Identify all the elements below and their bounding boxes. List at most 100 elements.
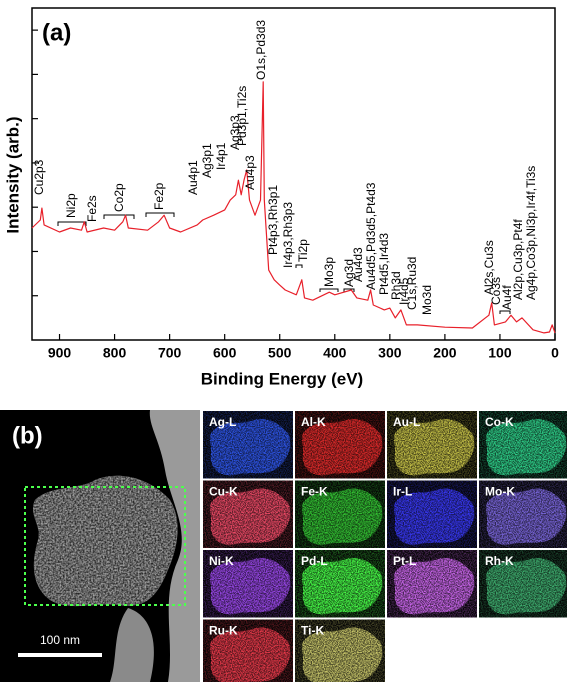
map-label: Mo-K — [485, 485, 515, 499]
peak-label: Co2p — [112, 183, 126, 212]
element-map: Ir-L — [387, 480, 477, 548]
bracket — [499, 310, 511, 314]
map-signal — [301, 418, 383, 476]
map-signal-glow — [301, 627, 383, 684]
map-label: Ni-K — [209, 554, 234, 568]
element-map: Al-K — [295, 411, 385, 479]
map-signal-glow — [209, 557, 291, 615]
peak-label: Pd3p1,Ti2s — [235, 86, 249, 146]
element-map: Cu-K — [203, 480, 293, 548]
map-signal-glow — [393, 488, 475, 545]
peak-label: Ni2p — [64, 193, 78, 218]
map-signal-glow — [485, 418, 567, 476]
particle-edge — [149, 410, 200, 682]
element-map: Pd-L — [295, 550, 385, 618]
element-map: Rh-K — [479, 550, 567, 618]
particle-tail — [110, 608, 154, 682]
peak-label: Cu2p3 — [32, 159, 46, 195]
map-signal-glow — [393, 418, 475, 476]
element-map: Au-L — [387, 411, 477, 479]
map-signal — [209, 557, 291, 615]
peak-label: O1s,Pd3d3 — [254, 20, 268, 80]
map-label: Ti-K — [301, 624, 324, 638]
map-label: Cu-K — [209, 485, 238, 499]
map-label: Ir-L — [393, 485, 412, 499]
map-signal — [209, 488, 291, 545]
peak-label: Mo3p — [322, 257, 336, 287]
map-label: Ru-K — [209, 624, 238, 638]
map-signal-glow — [393, 557, 475, 615]
map-signal — [301, 488, 383, 545]
panel-label: (a) — [42, 19, 71, 46]
peak-label: Ir4p1 — [214, 142, 228, 170]
map-signal — [485, 557, 567, 615]
x-tick-label: 0 — [551, 345, 559, 361]
x-tick-label: 900 — [48, 345, 72, 361]
map-label: Al-K — [301, 415, 326, 429]
bracket — [343, 288, 355, 292]
element-map: Co-K — [479, 411, 567, 479]
peak-label: Au4p1 — [186, 160, 200, 195]
peak-label: Al2s,Cu3s — [482, 240, 496, 295]
map-signal — [209, 627, 291, 684]
peak-label: Ag3d — [342, 259, 356, 287]
map-label: Pd-L — [301, 554, 328, 568]
peak-label: Ti2p — [296, 239, 310, 262]
x-tick-label: 100 — [488, 345, 512, 361]
x-tick-label: 300 — [378, 345, 402, 361]
x-axis-title: Binding Energy (eV) — [201, 369, 363, 388]
map-signal — [485, 488, 567, 545]
spectrum-line — [31, 81, 556, 334]
map-signal-glow — [209, 488, 291, 545]
element-map: Pt-L — [387, 550, 477, 618]
map-signal — [393, 488, 475, 545]
map-signal-glow — [301, 418, 383, 476]
map-label: Rh-K — [485, 554, 514, 568]
peak-label: C1s,Ru3d — [405, 257, 419, 310]
bracket — [145, 212, 175, 217]
map-signal-glow — [301, 557, 383, 615]
peak-label: Fe2s — [85, 195, 99, 222]
element-map: Ni-K — [203, 550, 293, 618]
bracket — [319, 288, 339, 292]
peak-label: Au4p3 — [243, 155, 257, 190]
peak-brackets — [57, 212, 511, 314]
bracket — [295, 264, 303, 268]
x-tick-label: 600 — [213, 345, 237, 361]
x-tick-label: 800 — [103, 345, 127, 361]
map-signal-glow — [301, 488, 383, 545]
map-signal — [301, 557, 383, 615]
map-signal-glow — [485, 488, 567, 545]
peak-label: Ir4d5 — [397, 277, 411, 305]
map-label: Au-L — [393, 415, 420, 429]
peak-label: Ag4p,Co3p,Ni3p,Ir4f,Ti3s — [524, 166, 538, 300]
map-signal — [393, 557, 475, 615]
panel-label: (b) — [12, 422, 43, 449]
element-map: Ag-L — [203, 411, 293, 479]
peak-label: Ir4p3,Rh3p3 — [281, 202, 295, 268]
map-signal-glow — [209, 418, 291, 476]
scale-bar-label: 100 nm — [40, 633, 80, 647]
element-map: Ru-K — [203, 619, 293, 687]
map-signal-glow — [209, 627, 291, 684]
x-tick-label: 500 — [268, 345, 292, 361]
peak-label: Ag3p3 — [228, 115, 242, 150]
peak-label: Fe2p — [152, 182, 166, 210]
map-signal — [209, 418, 291, 476]
plot-frame — [31, 7, 556, 341]
particle-pores — [33, 475, 178, 607]
x-tick-label: 200 — [433, 345, 457, 361]
map-signal — [485, 418, 567, 476]
selection-box — [24, 486, 186, 606]
element-map: Fe-K — [295, 480, 385, 548]
x-tick-label: 700 — [158, 345, 182, 361]
peak-label: Pt4p3,Rh3p1 — [266, 185, 280, 255]
peak-label: Au4d3 — [351, 247, 365, 282]
map-signal — [393, 418, 475, 476]
peak-label: Mo3d — [420, 285, 434, 315]
bracket — [57, 221, 87, 226]
map-label: Ag-L — [209, 415, 236, 429]
map-signal-glow — [485, 557, 567, 615]
